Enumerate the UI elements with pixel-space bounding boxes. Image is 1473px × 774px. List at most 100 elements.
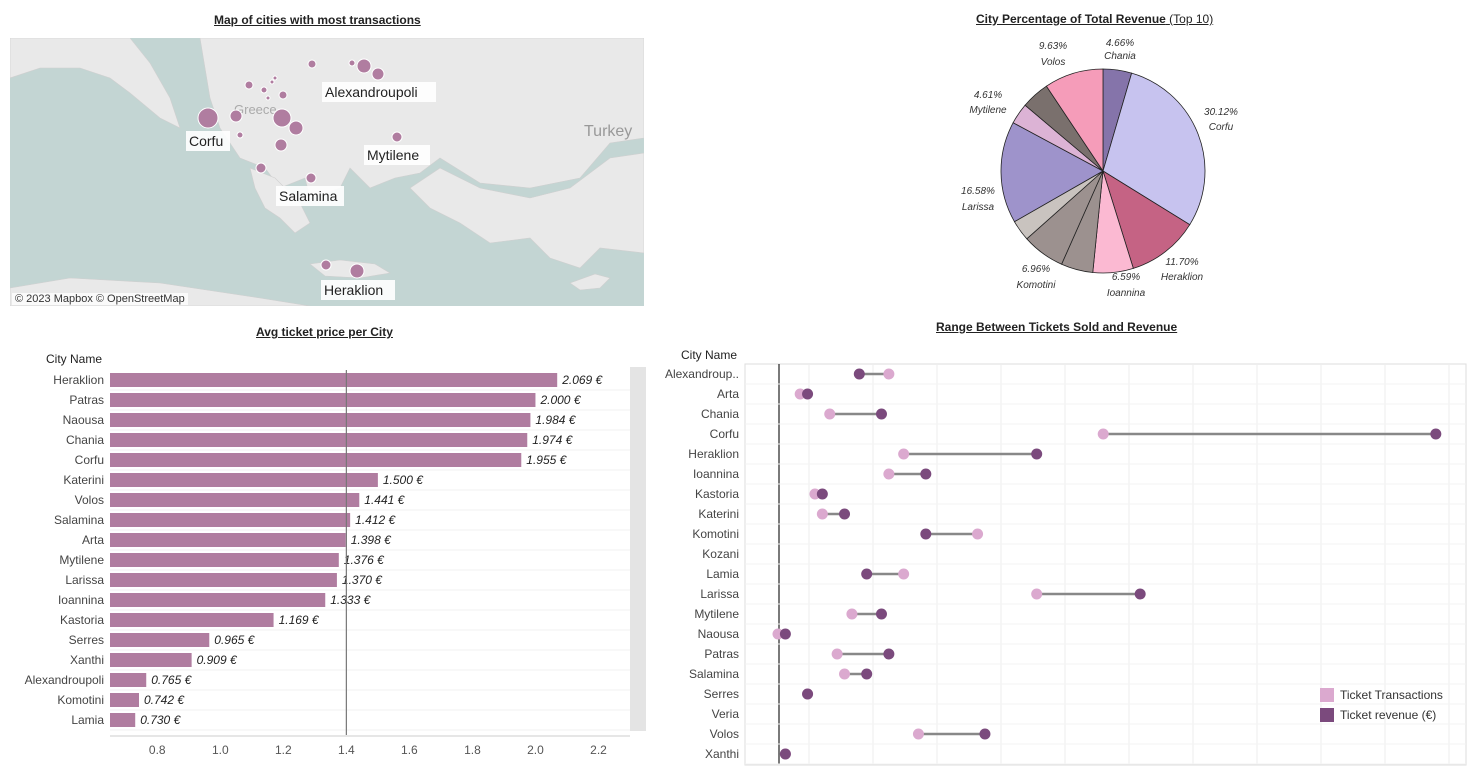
bar-ioannina[interactable] <box>110 593 326 607</box>
pie-slice-larissa[interactable] <box>1000 122 1104 223</box>
bar-header-city-name: City Name <box>46 352 102 366</box>
bar-mytilene[interactable] <box>110 553 339 567</box>
range-dot-transactions-patras[interactable] <box>831 648 843 660</box>
range-dot-revenue-mytilene[interactable] <box>875 608 887 620</box>
land-italy <box>10 38 181 129</box>
bar-salamina[interactable] <box>110 513 351 527</box>
map-canvas[interactable]: Greece Turkey Alexandroupoli Corfu Mytil… <box>10 38 644 306</box>
bar-chania[interactable] <box>110 433 528 447</box>
map-city-dot[interactable] <box>272 75 278 81</box>
bar-canvas[interactable]: City Name Heraklion 2.069 € Patras 2.000 € N… <box>0 345 650 769</box>
bar-arta[interactable] <box>110 533 346 547</box>
range-dot-revenue-kastoria[interactable] <box>816 488 828 500</box>
range-dot-transactions-salamina[interactable] <box>839 668 851 680</box>
bar-naousa[interactable] <box>110 413 531 427</box>
range-dot-revenue-patras[interactable] <box>883 648 895 660</box>
range-dot-transactions-katerini[interactable] <box>816 508 828 520</box>
bar-value-label: 0.730 € <box>140 713 181 727</box>
map-city-dot[interactable] <box>260 86 268 94</box>
map-city-dot[interactable] <box>244 80 254 90</box>
bar-patras[interactable] <box>110 393 536 407</box>
range-dot-revenue-lamia[interactable] <box>861 568 873 580</box>
map-country-label-greece: Greece <box>234 102 277 117</box>
map-city-dot[interactable] <box>278 90 288 100</box>
legend-label-transactions: Ticket Transactions <box>1340 688 1443 702</box>
range-dot-revenue-larissa[interactable] <box>1134 588 1146 600</box>
map-city-dot[interactable] <box>307 59 317 69</box>
range-dot-revenue-chania[interactable] <box>875 408 887 420</box>
range-dot-revenue-corfu[interactable] <box>1430 428 1442 440</box>
range-dot-transactions-volos[interactable] <box>912 728 924 740</box>
bar-lamia[interactable] <box>110 713 136 727</box>
map-city-dot[interactable] <box>305 172 317 184</box>
bar-category-label: Xanthi <box>70 653 104 667</box>
map-city-dot[interactable] <box>356 58 372 74</box>
range-dot-revenue-salamina[interactable] <box>861 668 873 680</box>
bar-x-tick: 2.2 <box>590 743 607 757</box>
range-dot-revenue-naousa[interactable] <box>779 628 791 640</box>
range-dot-revenue-katerini[interactable] <box>839 508 851 520</box>
legend-swatch-transactions <box>1320 688 1334 702</box>
legend-item-revenue[interactable]: Ticket revenue (€) <box>1320 705 1443 725</box>
range-dot-transactions-larissa[interactable] <box>1031 588 1043 600</box>
bar-katerini[interactable] <box>110 473 378 487</box>
range-dot-revenue-xanthi[interactable] <box>779 748 791 760</box>
range-dot-revenue-komotini[interactable] <box>920 528 932 540</box>
bar-komotini[interactable] <box>110 693 139 707</box>
map-city-dot[interactable] <box>274 138 288 152</box>
map-city-dot[interactable] <box>236 131 244 139</box>
pie-slice-volos[interactable] <box>1045 68 1104 173</box>
map-city-dot[interactable] <box>288 120 304 136</box>
pie-percent-ioannina: 6.59% <box>1112 272 1140 283</box>
map-city-dot[interactable] <box>272 108 292 128</box>
range-dot-revenue-arta[interactable] <box>802 388 814 400</box>
bar-larissa[interactable] <box>110 573 337 587</box>
legend-item-transactions[interactable]: Ticket Transactions <box>1320 685 1443 705</box>
bar-serres[interactable] <box>110 633 210 647</box>
bar-kastoria[interactable] <box>110 613 274 627</box>
range-dumbbell-chart[interactable]: City Name Alexandroup.. Arta Chania Corfu He… <box>658 340 1468 769</box>
map-city-dot[interactable] <box>391 131 403 143</box>
bar-alexandroupoli[interactable] <box>110 673 147 687</box>
range-dot-revenue-volos[interactable] <box>979 728 991 740</box>
bar-volos[interactable] <box>110 493 360 507</box>
pie-canvas[interactable]: 4.66% Chania 30.12% Corfu 11.70% Heraklion 6.5… <box>940 32 1280 312</box>
map-city-dot[interactable] <box>320 259 332 271</box>
pie-city-corfu: Corfu <box>1209 122 1234 133</box>
map-city-dot[interactable] <box>349 263 365 279</box>
range-dot-transactions-mytilene[interactable] <box>846 608 858 620</box>
map-city-dot[interactable] <box>197 107 219 129</box>
map-city-dot[interactable] <box>371 67 385 81</box>
map-city-dot[interactable] <box>348 59 356 67</box>
range-category-label: Volos <box>710 727 739 741</box>
range-dot-transactions-alexandroup[interactable] <box>883 368 895 380</box>
range-dot-transactions-ioannina[interactable] <box>883 468 895 480</box>
map-city-dot[interactable] <box>265 95 271 101</box>
range-dot-transactions-komotini[interactable] <box>972 528 984 540</box>
range-dot-transactions-corfu[interactable] <box>1097 428 1109 440</box>
bar-heraklion[interactable] <box>110 373 558 387</box>
bar-category-label: Mytilene <box>59 553 104 567</box>
bar-chart-scrollbar[interactable] <box>630 367 646 731</box>
range-dot-revenue-serres[interactable] <box>802 688 814 700</box>
map-city-dot[interactable] <box>229 109 243 123</box>
range-dot-transactions-lamia[interactable] <box>898 568 910 580</box>
range-dot-transactions-heraklion[interactable] <box>898 448 910 460</box>
range-canvas[interactable]: City Name Alexandroup.. Arta Chania Corfu He… <box>658 340 1468 769</box>
bar-category-label: Naousa <box>63 413 105 427</box>
bar-value-label: 1.500 € <box>383 473 424 487</box>
city-map[interactable]: Greece Turkey Alexandroupoli Corfu Mytil… <box>10 38 644 306</box>
range-dot-revenue-alexandroup[interactable] <box>853 368 865 380</box>
revenue-pie-chart[interactable]: 4.66% Chania 30.12% Corfu 11.70% Heraklion 6.5… <box>940 32 1280 312</box>
bar-xanthi[interactable] <box>110 653 192 667</box>
range-dot-transactions-chania[interactable] <box>824 408 836 420</box>
bar-corfu[interactable] <box>110 453 522 467</box>
bar-x-tick: 1.8 <box>464 743 481 757</box>
range-dot-revenue-heraklion[interactable] <box>1031 448 1043 460</box>
avg-price-bar-chart[interactable]: City Name Heraklion 2.069 € Patras 2.000 € N… <box>0 345 650 769</box>
range-dot-revenue-ioannina[interactable] <box>920 468 932 480</box>
map-city-dot[interactable] <box>255 162 267 174</box>
pie-slice-heraklion[interactable] <box>1102 170 1191 269</box>
map-city-dot[interactable] <box>269 79 275 85</box>
map-city-markers[interactable] <box>197 58 403 279</box>
